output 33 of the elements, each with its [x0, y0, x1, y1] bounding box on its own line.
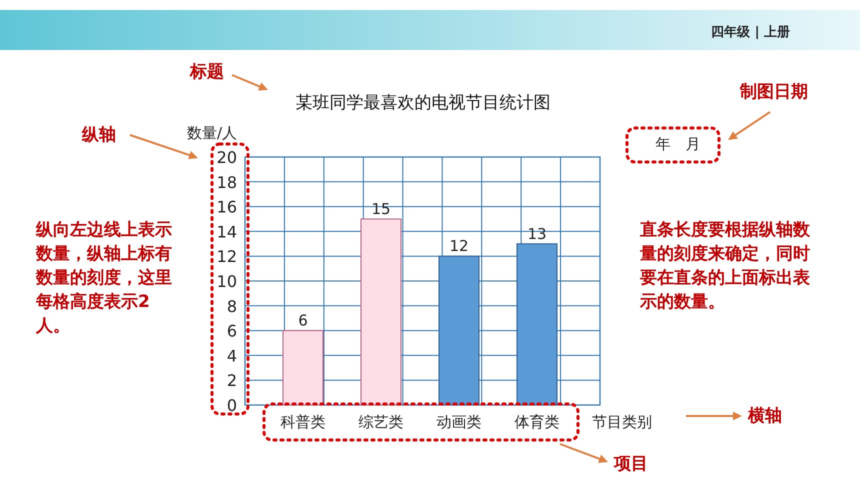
text: 横轴 — [748, 405, 782, 428]
y-tick-label: 6 — [226, 322, 237, 341]
y-tick-label: 4 — [226, 346, 237, 366]
data-label: 6 — [298, 312, 308, 330]
y-tick-label: 0 — [226, 396, 237, 415]
y-tick-label: 12 — [216, 247, 237, 266]
x-tick-label: 体育类 — [514, 413, 560, 431]
data-label: 12 — [449, 237, 469, 256]
y-tick-label: 8 — [226, 296, 237, 316]
y-tick-label: 20 — [216, 148, 237, 167]
text: 纵向左边线上表示数量，纵轴上标有数量的刻度，这里每格高度表示2人。 — [36, 219, 173, 338]
bar — [360, 218, 402, 406]
text: 年 月 — [654, 134, 702, 155]
x-tick-label: 综艺类 — [358, 413, 404, 431]
y-axis-title: 数量/人 — [186, 124, 238, 142]
y-tick-label: 2 — [226, 371, 237, 390]
y-tick-label: 14 — [216, 222, 237, 242]
bar — [516, 243, 558, 406]
text: 纵轴 — [82, 124, 116, 147]
x-axis-title: 节目类别 — [592, 413, 652, 431]
y-tick-label: 16 — [216, 198, 237, 217]
text: 项目 — [614, 453, 648, 476]
x-tick-label: 科普类 — [280, 413, 326, 431]
chart-title: 某班同学最喜欢的电视节目统计图 — [296, 93, 550, 113]
y-tick-label: 10 — [216, 272, 237, 291]
x-tick-label: 动画类 — [436, 413, 482, 431]
text: 四年级 | 上册 — [711, 25, 790, 40]
y-tick-label: 18 — [216, 172, 237, 192]
text: 直条长度要根据纵轴数量的刻度来确定，同时要在直条的上面标出表示的数量。 — [640, 219, 811, 314]
text: 制图日期 — [740, 81, 808, 104]
text: 标题 — [190, 61, 224, 84]
bar — [282, 330, 324, 406]
bar — [438, 256, 480, 406]
